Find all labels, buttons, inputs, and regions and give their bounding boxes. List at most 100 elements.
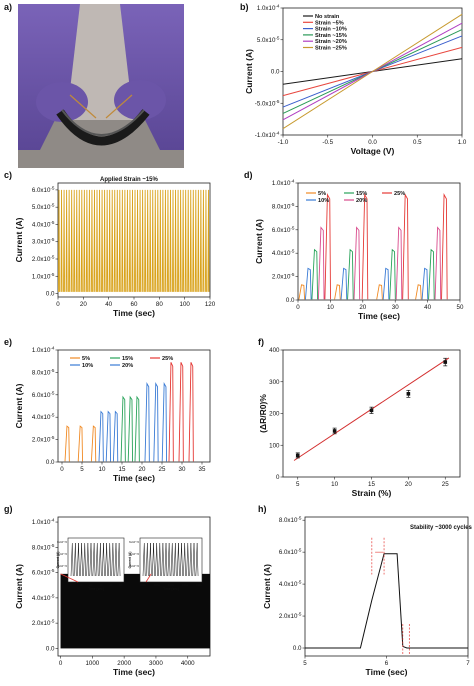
- panel-label-e: e): [4, 337, 12, 347]
- x-tick-label: -1.0: [278, 139, 289, 146]
- annotation-c-applied-strain: Applied Strain ~15%: [100, 177, 159, 183]
- y-tick-label: 6.0x10-5: [32, 390, 55, 399]
- y-tick-label: 1.0x10-4: [272, 179, 295, 188]
- y-tick-label: 2.0x10-5: [32, 255, 55, 264]
- x-tick-label: 35: [199, 466, 206, 473]
- y-tick-label: 0: [276, 474, 280, 481]
- data-point: [406, 392, 411, 396]
- y-tick-label: 400: [269, 347, 280, 354]
- legend-entry: Strain ~5%: [315, 20, 344, 26]
- y-axis-label: Current (A): [254, 219, 264, 264]
- data-point: [332, 429, 337, 433]
- x-tick-label: 0: [296, 304, 300, 311]
- inset-zoom-plot: 0 10 20 30 40 50 0 2x10^-5 4x10^-5 6x10^-5 Time (s…: [56, 537, 125, 591]
- pulse-series: [324, 193, 448, 300]
- legend-entry: 15%: [122, 356, 133, 362]
- step-pulse-series: [168, 362, 194, 462]
- x-tick-label: 7: [466, 660, 470, 667]
- inset-x-axis-label: Time (sec): [163, 587, 179, 591]
- inset-y-axis-label: Current (A): [128, 552, 132, 569]
- chart-c-cyclic-current: 0 20 40 60 80 100 120 0.0 1.0x10-5 2.0x10-5 3.0x10…: [14, 182, 216, 318]
- y-tick-label: 2.0x10-5: [32, 435, 55, 444]
- x-tick-label: -0.5: [322, 139, 333, 146]
- legend-entry: 10%: [82, 363, 93, 369]
- y-tick-label: 0.0: [46, 291, 55, 298]
- inset-y-axis-label: Current (A): [56, 552, 60, 569]
- y-axis-label: (ΔR/R0)%: [258, 394, 268, 433]
- x-axis-label: Voltage (V): [351, 146, 395, 156]
- x-tick-label: 6: [385, 660, 389, 667]
- x-tick-label: 5: [80, 466, 84, 473]
- x-tick-label: 100: [180, 301, 191, 308]
- x-tick-label: 50: [457, 304, 464, 311]
- dense-cycling-band: [60, 573, 211, 649]
- photo-strain-sensor: [18, 4, 184, 168]
- step-pulse-series: [120, 395, 140, 462]
- x-tick-label: 5: [303, 660, 307, 667]
- y-tick-label: 4.0x10-5: [32, 413, 55, 422]
- inset-y-tick-label: 6x10^-5: [129, 540, 139, 544]
- y-tick-label: 200: [269, 411, 280, 418]
- y-tick-label: 0.0: [46, 459, 55, 466]
- inset-x-tick-label: 40: [109, 583, 113, 587]
- response-trace: [305, 553, 468, 649]
- legend-entry: 5%: [82, 356, 90, 362]
- inset-y-tick-label: 2x10^-5: [57, 564, 67, 568]
- y-tick-label: 1.0x10-4: [32, 346, 55, 355]
- x-tick-label: 1.0: [458, 139, 467, 146]
- y-tick-label: 8.0x10-5: [32, 543, 55, 552]
- x-tick-label: 2000: [117, 660, 131, 667]
- x-tick-label: 80: [156, 301, 163, 308]
- x-tick-label: 30: [392, 304, 399, 311]
- legend-entry: 5%: [318, 191, 326, 197]
- inset-x-tick-label: 2950: [182, 583, 189, 587]
- y-axis-label: Current (A): [14, 564, 24, 609]
- y-tick-label: 6.0x10-5: [272, 225, 295, 234]
- x-tick-label: 40: [105, 301, 112, 308]
- legend-entry: 20%: [356, 198, 367, 204]
- y-tick-label: 8.0x10-5: [32, 368, 55, 377]
- y-axis-label: Current (A): [244, 49, 254, 94]
- x-tick-label: 40: [424, 304, 431, 311]
- y-tick-label: 6.0x10-5: [279, 548, 302, 557]
- y-tick-label: 4.0x10-5: [32, 220, 55, 229]
- y-tick-label: 8.0x10-5: [272, 202, 295, 211]
- chart-e-strain-steps: 0 5 10 15 20 25 30 35 0.0 2.0x10-5 4.0x10-5 6.0x10-…: [14, 346, 211, 483]
- pulse-series: [317, 226, 442, 300]
- x-tick-label: 0: [59, 660, 63, 667]
- x-tick-label: 10: [327, 304, 334, 311]
- y-axis-label: Current (A): [262, 564, 272, 609]
- legend-entry: 25%: [162, 356, 173, 362]
- x-tick-label: 20: [359, 304, 366, 311]
- inset-x-tick-label: 20: [89, 583, 93, 587]
- chart-d-strain-pulses: 0 10 20 30 40 50 0.0 2.0x10-5 4.0x10-5 6.0x10-5 8.…: [254, 179, 464, 322]
- step-pulse-series: [144, 381, 167, 462]
- panel-label-c: c): [4, 170, 12, 180]
- x-tick-label: 4000: [181, 660, 195, 667]
- data-point: [295, 453, 300, 458]
- y-axis-label: Current (A): [14, 217, 24, 262]
- inset-x-tick-label: 2900: [168, 583, 175, 587]
- pulse-series: [298, 284, 422, 300]
- chart-b-iv-curves: -1.0 -0.5 0.0 0.5 1.0 -1.0x10-4 -5.0x10-5 0.0 5.…: [244, 4, 467, 157]
- legend-entry: 25%: [394, 191, 405, 197]
- panel-label-b: b): [240, 2, 249, 12]
- y-tick-label: 0.0: [293, 645, 302, 652]
- x-tick-label: 20: [139, 466, 146, 473]
- x-axis-label: Time (sec): [113, 473, 155, 483]
- inset-x-tick-label: 50: [119, 583, 123, 587]
- y-tick-label: 2.0x10-5: [272, 272, 295, 281]
- x-tick-label: 0.0: [368, 139, 377, 146]
- step-pulse-series: [98, 410, 119, 462]
- y-axis-label: Current (A): [14, 383, 24, 428]
- legend-entry: 20%: [122, 363, 133, 369]
- y-tick-label: 0.0: [271, 69, 280, 76]
- chart-g-stability: 0 1000 2000 3000 40000.02.0x10-54.0x10-56.0x…: [14, 516, 211, 677]
- x-tick-label: 5: [296, 481, 300, 488]
- x-axis-label: Strain (%): [352, 488, 392, 498]
- inset-x-tick-label: 2800: [140, 583, 147, 587]
- panel-label-g: g): [4, 504, 13, 514]
- y-tick-label: 4.0x10-5: [272, 249, 295, 258]
